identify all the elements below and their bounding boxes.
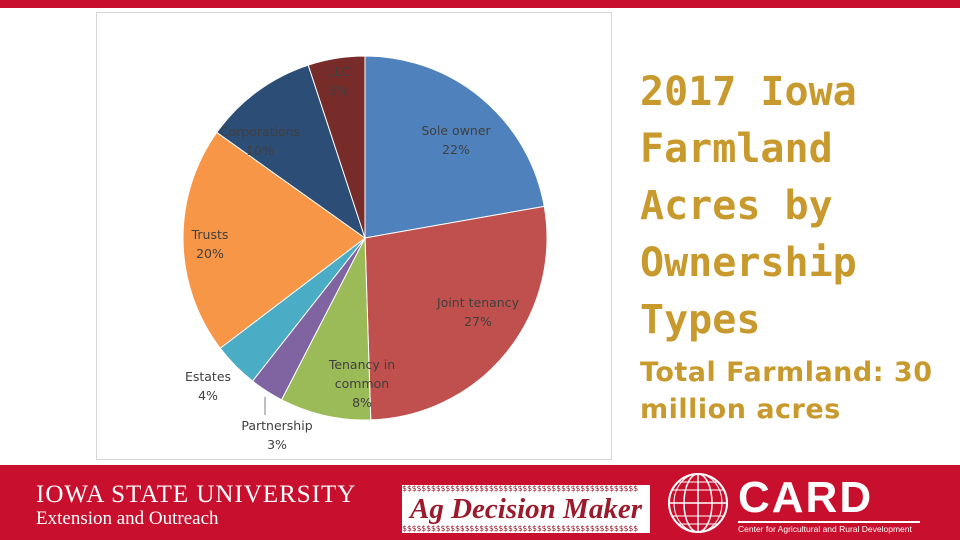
pie-slice-joint-tenancy [364, 205, 548, 421]
pie-chart: Sole owner 22% Joint tenancy 27% Tenancy in c… [182, 55, 548, 452]
data-label-corporations: Corporations 10% [220, 124, 300, 158]
globe-icon [668, 473, 728, 533]
data-label-estates: Estates 4% [185, 369, 231, 403]
card-logo-subtitle: Center for Agricultural and Rural Develo… [738, 521, 920, 534]
pie-slice-trusts [182, 131, 366, 349]
isu-logo-line1: IOWA STATE UNIVERSITY [36, 481, 357, 508]
data-label-sole-owner: Sole owner 22% [421, 123, 491, 157]
card-logo-text: CARD [738, 473, 874, 522]
isu-logo: IOWA STATE UNIVERSITY Extension and Outr… [36, 481, 356, 530]
pie-slice-corporations [216, 64, 366, 240]
data-label-tenancy-in-common: Tenancy in common 8% [328, 357, 395, 410]
pie-slice-sole-owner [364, 55, 545, 239]
adm-pattern-top: $$$$$$$$$$$$$$$$$$$$$$$$$$$$$$$$$$$$$$$$… [402, 485, 639, 493]
isu-logo-line2: Extension and Outreach [36, 508, 219, 529]
pie-chart-frame: Sole owner 22% Joint tenancy 27% Tenancy in c… [96, 12, 612, 460]
data-label-partnership: Partnership 3% [241, 418, 312, 452]
ag-decision-maker-logo: $$$$$$$$$$$$$$$$$$$$$$$$$$$$$$$$$$$$$$$$… [402, 485, 650, 533]
total-farmland-text: Total Farmland: 30 million acres [640, 357, 933, 425]
adm-pattern-bottom: $$$$$$$$$$$$$$$$$$$$$$$$$$$$$$$$$$$$$$$$… [402, 525, 639, 533]
pie-slice-llc [307, 55, 366, 239]
top-accent-bar [0, 0, 960, 8]
data-label-trusts: Trusts 20% [191, 227, 229, 261]
data-label-llc: LLC 5% [328, 64, 351, 98]
data-label-joint-tenancy: Joint tenancy 27% [436, 295, 520, 329]
adm-logo-text: Ag Decision Maker [410, 493, 642, 525]
pie-slice-tenancy-in-common [280, 236, 372, 421]
slide-title: 2017 Iowa Farmland Acres by Ownership Ty… [640, 69, 857, 343]
footer-banner: IOWA STATE UNIVERSITY Extension and Outr… [0, 465, 960, 540]
